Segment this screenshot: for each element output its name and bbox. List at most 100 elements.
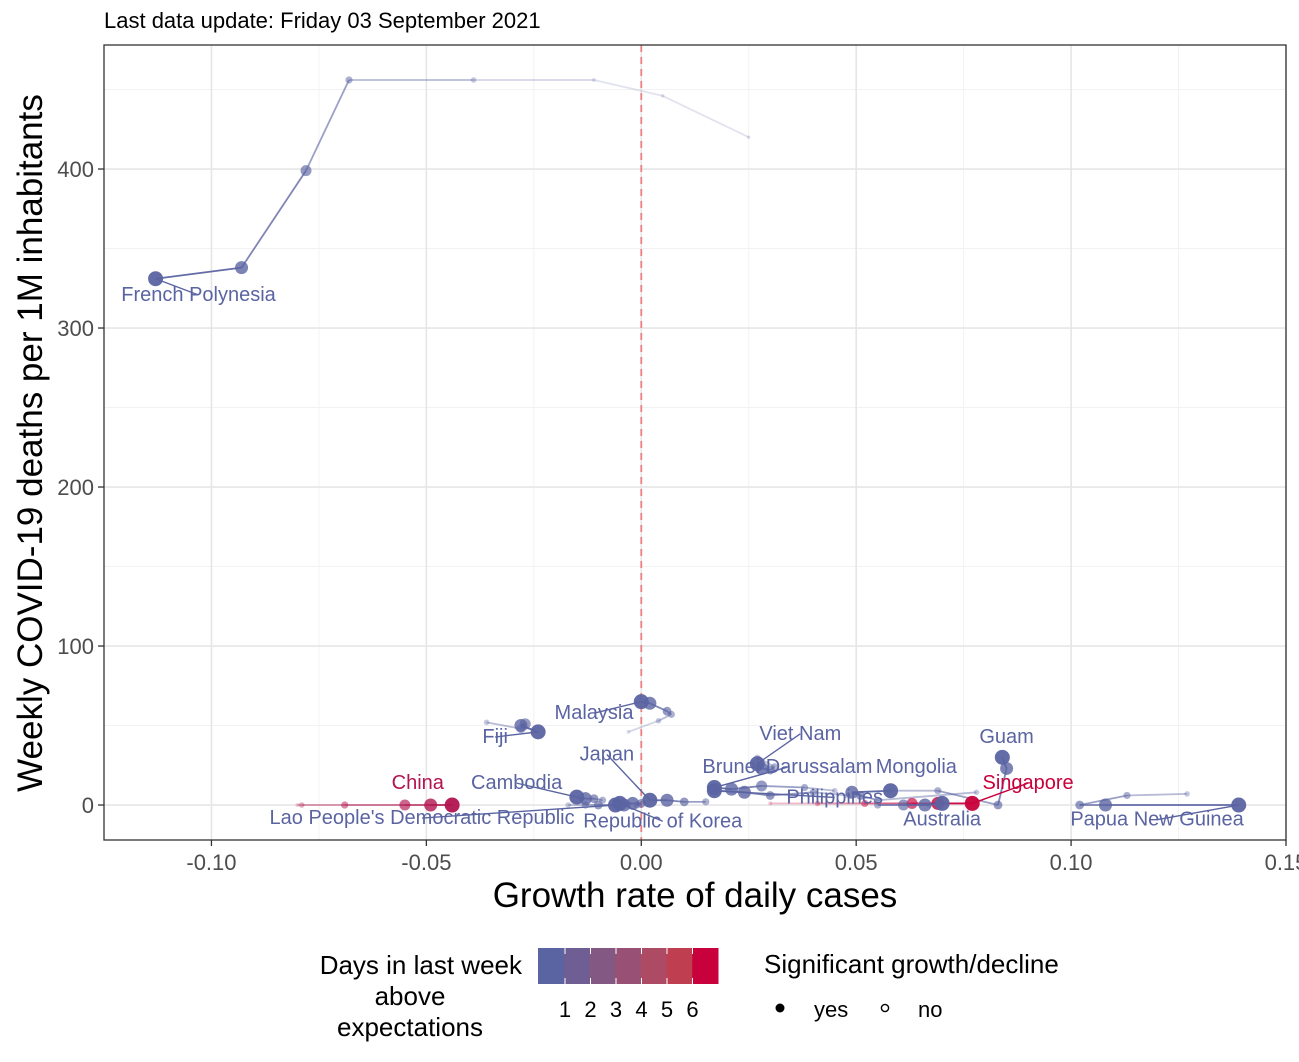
x-tick-label: 0.05 — [835, 850, 878, 875]
series-label: Papua New Guinea — [1070, 809, 1244, 831]
data-point — [470, 77, 477, 83]
data-point — [660, 793, 674, 807]
legend-color-title-line3: expectations — [337, 1012, 483, 1042]
colorbar-label: 1 — [559, 997, 571, 1022]
series-label: Cambodia — [471, 772, 563, 794]
colorbar-label: 4 — [635, 997, 647, 1022]
series-label: China — [392, 772, 445, 794]
series-label: Singapore — [983, 772, 1074, 794]
grid-lines — [104, 45, 1287, 840]
colorbar-label: 2 — [584, 997, 596, 1022]
data-point — [591, 77, 596, 82]
data-point — [746, 135, 751, 139]
data-point — [883, 783, 899, 799]
data-point — [235, 261, 249, 275]
colorbar-step — [615, 948, 642, 984]
data-point — [814, 800, 821, 807]
series-segment — [240, 170, 307, 269]
label-leader — [155, 278, 199, 296]
data-point — [765, 791, 775, 800]
y-axis-title: Weekly COVID-19 deaths per 1M inhabitant… — [11, 94, 50, 792]
label-leader — [606, 754, 651, 801]
colorbar-step — [563, 948, 590, 984]
data-point — [295, 803, 300, 808]
data-point — [662, 706, 672, 716]
series-segment — [593, 79, 663, 97]
data-point — [809, 788, 817, 796]
data-point — [874, 801, 882, 809]
data-point — [845, 785, 859, 799]
data-point — [831, 787, 838, 794]
data-point — [593, 800, 603, 810]
data-point — [756, 780, 768, 792]
y-tick-label: 0 — [82, 793, 94, 818]
series-papua-new-guinea — [1075, 791, 1247, 813]
series-label: Brunei Darussalam — [702, 756, 872, 778]
y-tick-label: 300 — [57, 316, 94, 341]
y-tick-label: 100 — [57, 634, 94, 659]
series-segment — [761, 785, 805, 789]
data-point — [1123, 791, 1131, 800]
label-leader — [593, 700, 642, 714]
x-tick-label: 0.15 — [1265, 850, 1299, 875]
data-point — [565, 802, 572, 808]
data-point — [897, 799, 909, 811]
colorbar-step — [692, 948, 719, 984]
series-label: Republic of Korea — [583, 810, 743, 832]
colorbar-label: 6 — [686, 997, 698, 1022]
colorbar-label: 5 — [661, 997, 673, 1022]
y-tick-label: 200 — [57, 475, 94, 500]
data-point — [934, 787, 942, 795]
data-point — [1000, 761, 1014, 775]
colorbar-label: 3 — [610, 997, 622, 1022]
series-label: Philippines — [786, 786, 883, 808]
label-leader — [1156, 804, 1239, 821]
series-label: French Polynesia — [121, 284, 276, 306]
data-point — [861, 799, 869, 808]
x-tick-label: 0.00 — [620, 850, 663, 875]
data-point — [1184, 791, 1190, 797]
data-point — [345, 76, 353, 84]
x-tick-label: -0.05 — [401, 850, 451, 875]
series-labels: French Polynesia Fiji Malaysia Viet Nam Guam… — [121, 278, 1245, 832]
label-leader — [516, 782, 577, 798]
series-segment — [813, 791, 848, 797]
legend-color-title-line2: above — [375, 981, 446, 1011]
data-point — [844, 792, 851, 799]
data-point — [702, 798, 710, 806]
chart-subtitle: Last data update: Friday 03 September 20… — [104, 8, 541, 33]
data-point — [626, 729, 631, 734]
label-leader — [495, 731, 539, 738]
data-point — [300, 165, 312, 177]
legend-shape-yes-label: yes — [814, 997, 848, 1022]
plot-panel-border — [103, 44, 1287, 841]
data-point — [994, 749, 1010, 765]
data-point — [399, 799, 411, 811]
data-point — [993, 800, 1003, 810]
series-mongolia — [845, 783, 980, 804]
data-point — [655, 717, 662, 724]
series-french-polynesia — [148, 76, 751, 287]
data-point — [801, 783, 809, 792]
x-axis-ticks: -0.10 -0.05 0.00 0.05 0.10 0.15 — [186, 840, 1299, 875]
y-tick-label: 400 — [57, 157, 94, 182]
series-label: Australia — [903, 809, 982, 831]
legend-shape-no-label: no — [918, 997, 942, 1022]
data-point — [514, 719, 528, 733]
legend-shape-no-marker — [880, 1003, 890, 1013]
data-point — [661, 94, 665, 98]
data-point — [298, 802, 305, 808]
series-label: Mongolia — [876, 756, 958, 778]
series-segment — [155, 266, 242, 280]
label-leader — [714, 790, 835, 799]
y-axis-ticks: 0 100 200 300 400 — [57, 157, 104, 818]
series-segment — [1126, 792, 1188, 797]
legend-shape-yes-marker — [775, 1003, 785, 1013]
colorbar-step — [589, 948, 616, 984]
series-australia — [874, 795, 950, 812]
data-point — [934, 795, 950, 811]
